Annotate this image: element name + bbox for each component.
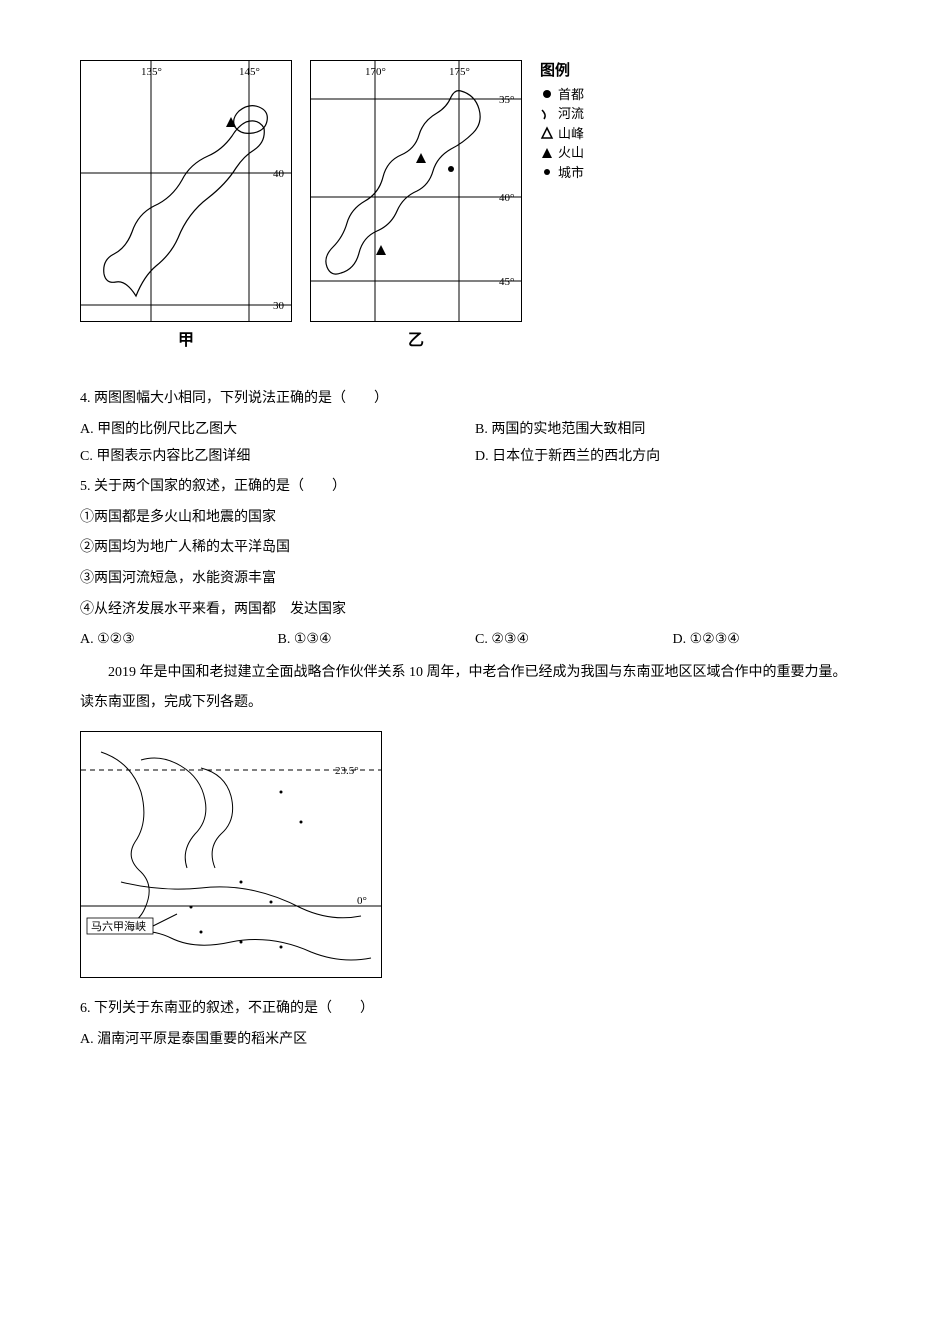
q5-opt-b: B. ①③④ [278, 627, 476, 654]
passage-2019: 2019 年是中国和老挝建立全面战略合作伙伴关系 10 周年，中老合作已经成为我… [80, 660, 870, 687]
q6-opt-a: A. 湄南河平原是泰国重要的稻米产区 [80, 1027, 870, 1054]
q4-stem: 4. 两图图幅大小相同，下列说法正确的是（ ） [80, 386, 870, 413]
legend-city-label: 城市 [558, 163, 584, 183]
lat-35: 35° [499, 94, 514, 106]
legend-river: 河流 [540, 104, 584, 124]
map-yi-svg: 170° 175° 35° 40° 45° [311, 61, 521, 321]
q5-stem: 5. 关于两个国家的叙述，正确的是（ ） [80, 474, 870, 501]
q4-opt-d: D. 日本位于新西兰的西北方向 [475, 444, 870, 471]
map-yi: 170° 175° 35° 40° 45° [310, 60, 522, 322]
q4-opt-a: A. 甲图的比例尺比乙图大 [80, 417, 475, 444]
map-sea: 23.5° 0° 马六甲海峡 [80, 731, 382, 978]
map-jia-svg: 135° 145° 40 30 [81, 61, 291, 321]
legend-capital-label: 首都 [558, 85, 584, 105]
lat-0: 0° [357, 895, 367, 907]
legend-capital: 首都 [540, 85, 584, 105]
legend-volcano-label: 火山 [558, 143, 584, 163]
q5-s1: ①两国都是多火山和地震的国家 [80, 505, 870, 532]
lon-170: 170° [365, 66, 386, 78]
lon-145: 145° [239, 66, 260, 78]
read-line: 读东南亚图，完成下列各题。 [80, 690, 870, 717]
map-sea-svg: 23.5° 0° 马六甲海峡 [81, 732, 381, 977]
map-jia-label: 甲 [80, 326, 292, 356]
lat-45: 45° [499, 276, 514, 288]
map-sea-wrap: 23.5° 0° 马六甲海峡 [80, 731, 870, 978]
legend-river-label: 河流 [558, 104, 584, 124]
lat-30: 30 [273, 300, 285, 312]
lat-40b: 40° [499, 192, 514, 204]
q5-s4: ④从经济发展水平来看，两国都 发达国家 [80, 597, 870, 624]
q4-opt-c: C. 甲图表示内容比乙图详细 [80, 444, 475, 471]
figure-maps: 135° 145° 40 30 甲 170° 175° 35° [80, 60, 870, 356]
lat-235: 23.5° [335, 765, 359, 777]
legend-peak: 山峰 [540, 124, 584, 144]
q4-options: A. 甲图的比例尺比乙图大 B. 两国的实地范围大致相同 C. 甲图表示内容比乙… [80, 417, 870, 470]
q5-opt-d: D. ①②③④ [673, 627, 871, 654]
map-jia: 135° 145° 40 30 [80, 60, 292, 322]
q5-s3: ③两国河流短急，水能资源丰富 [80, 566, 870, 593]
q6-stem: 6. 下列关于东南亚的叙述，不正确的是（ ） [80, 996, 870, 1023]
map-yi-wrap: 170° 175° 35° 40° 45° 乙 [310, 60, 522, 356]
lon-175: 175° [449, 66, 470, 78]
malacca-label: 马六甲海峡 [91, 919, 146, 933]
q5-s2: ②两国均为地广人稀的太平洋岛国 [80, 535, 870, 562]
legend-city: 城市 [540, 163, 584, 183]
q5-opt-c: C. ②③④ [475, 627, 673, 654]
legend-peak-label: 山峰 [558, 124, 584, 144]
map-yi-label: 乙 [310, 326, 522, 356]
q4-opt-b: B. 两国的实地范围大致相同 [475, 417, 870, 444]
q5-opt-a: A. ①②③ [80, 627, 278, 654]
legend: 图例 首都 河流 山峰 火山 城市 [540, 60, 584, 182]
lon-135: 135° [141, 66, 162, 78]
legend-volcano: 火山 [540, 143, 584, 163]
map-jia-wrap: 135° 145° 40 30 甲 [80, 60, 292, 356]
lat-40: 40 [273, 168, 285, 180]
q5-options: A. ①②③ B. ①③④ C. ②③④ D. ①②③④ [80, 627, 870, 654]
legend-title: 图例 [540, 60, 584, 83]
